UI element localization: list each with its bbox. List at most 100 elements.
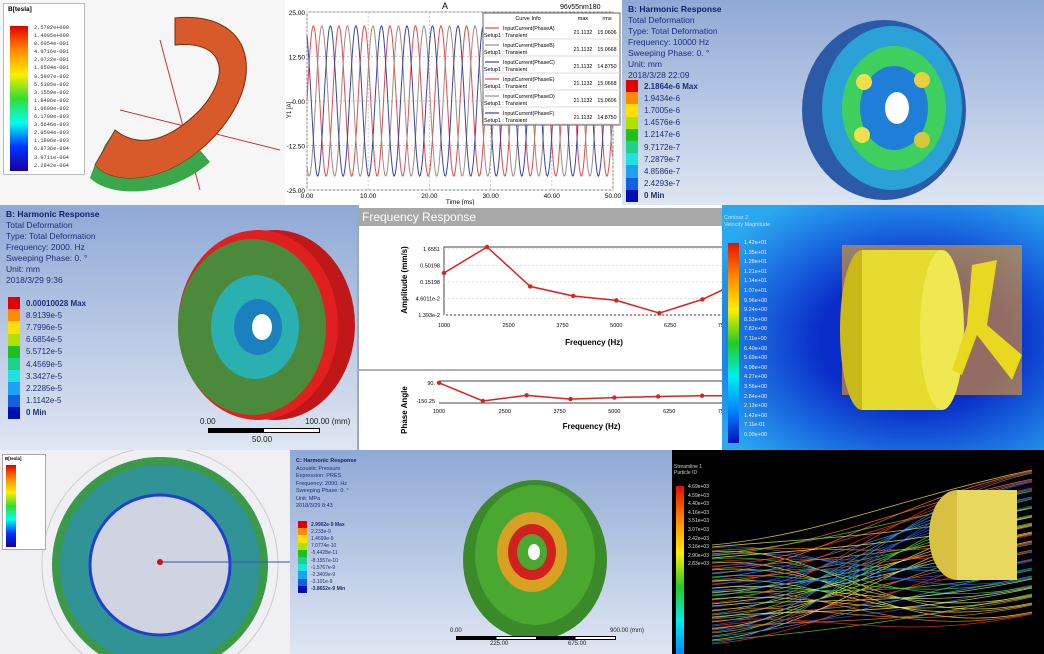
legend-series-name: InputCurrent(PhaseB)	[503, 43, 555, 49]
result-info-line: 2018/3/29 8:43	[296, 503, 333, 509]
legend-row: 2.9962e-9 Max	[298, 521, 345, 529]
result-info: C: Harmonic Response Acoustic Pressure Exp…	[296, 458, 357, 511]
color-bar	[6, 465, 16, 547]
streamline	[711, 613, 1033, 628]
legend-swatch	[8, 370, 20, 383]
phase-line	[438, 382, 722, 402]
legend-swatch	[298, 528, 307, 536]
phase-point	[480, 398, 486, 404]
y-axis-label: Amplitude (mm/s)	[400, 246, 409, 314]
legend-label: 7.2879e-7	[644, 154, 681, 164]
series-line	[306, 24, 613, 178]
amplitude-line	[443, 246, 722, 314]
contour-title: Contour 2 Velocity Magnitude	[724, 215, 771, 228]
legend-row: 1.4576e-6	[626, 116, 698, 129]
result-info-line: Frequency: 2000. Hz	[6, 242, 85, 252]
legend-label: 9.7172e-7	[644, 142, 681, 152]
legend-row: 8.9139e-5	[8, 309, 86, 322]
legend-series-setup: Setup1 : Transient	[484, 84, 528, 90]
amplitude-point	[484, 244, 490, 250]
legend-max: 21.1132	[574, 30, 593, 36]
scale-start: 0.00	[200, 417, 216, 426]
legend-max: 21.1132	[574, 115, 593, 121]
legend-series-setup: Setup1 : Transient	[484, 101, 528, 107]
legend-label: 7.82e+00	[744, 326, 768, 333]
result-info-line: Total Deformation	[6, 220, 73, 230]
panel-velocity-contour: Contour 2 Velocity Magnitude 1.42e+01 1.35…	[722, 205, 1044, 450]
legend-swatch	[8, 357, 20, 371]
legend-label: -5.4428e-11	[311, 550, 338, 557]
legend-series-name: InputCurrent(PhaseD)	[503, 94, 555, 100]
legend-swatch	[298, 549, 307, 557]
current-chart: A 96v55nm18025.0012.500.00-12.50-25.000.0…	[287, 1, 622, 205]
result-info-line: Unit: mm	[628, 59, 662, 69]
scale-end: 900.00 (mm)	[610, 628, 645, 634]
legend-row: -1.5767e-9	[298, 564, 345, 572]
result-title: C: Harmonic Response	[296, 458, 357, 464]
legend-label: 2.84e+00	[744, 393, 768, 400]
y-tick-label: 1.6551	[423, 247, 440, 253]
legend-label: 4.8586e-7	[644, 166, 681, 176]
legend-label: 7.7996e-5	[26, 322, 63, 332]
legend-row: 0.00010028 Max	[8, 297, 86, 310]
legend-label: 4.40e+03	[688, 501, 709, 508]
result-info-line: Unit: MPa	[296, 495, 321, 502]
y-tick-label: 0.00	[292, 99, 305, 106]
legend-label: 4.4569e-5	[26, 359, 63, 369]
legend-rms: 15.0668	[597, 81, 616, 87]
legend-label: 1.28e+01	[744, 259, 768, 266]
deformation-legend: 2.1864e-6 Max 1.9434e-6 1.7005e-6 1.4576e-6…	[626, 80, 698, 202]
legend-row: 0 Min	[8, 406, 86, 419]
legend-label: 1.07e+01	[744, 287, 768, 294]
phase-point	[612, 395, 617, 400]
result-info-line: Sweeping Phase: 0. °	[628, 48, 710, 58]
legend-row: 3.3427e-5	[8, 370, 86, 383]
streamline-render	[711, 469, 1033, 645]
legend-header: Curve Info	[515, 16, 540, 22]
legend-rms: 15.0606	[597, 98, 616, 104]
flux-legend: B[tesla]	[2, 454, 46, 550]
amplitude-plot-area	[443, 246, 722, 316]
legend-label: 2.5782e+000	[34, 25, 69, 31]
y-tick-label: 90.	[427, 381, 435, 387]
x-tick-label: 2500	[499, 409, 511, 415]
y-tick-label: 12.50	[289, 55, 306, 62]
legend-row: 2.2285e-5	[8, 382, 86, 395]
x-tick-label: 1000	[433, 409, 445, 415]
panel-streamlines: Streamline 1 Particle ID 4.69e+03 4.59e+03…	[672, 450, 1044, 654]
legend-label: -8.1557e-10	[311, 557, 338, 564]
legend-swatch	[626, 189, 638, 202]
legend-swatch	[8, 382, 20, 395]
legend-label: 1.4576e-6	[644, 118, 681, 128]
legend-row: 4.4569e-5	[8, 357, 86, 371]
legend-label: 7.0774e-10	[311, 543, 337, 550]
x-tick-label: 2500	[502, 323, 514, 329]
legend-label: 3.3427e-5	[26, 371, 63, 381]
legend-row: -8.1557e-10	[298, 556, 345, 565]
legend-label: 1.0690e-002	[34, 105, 69, 112]
legend-row: 4.8586e-7	[626, 165, 698, 178]
amplitude-point	[614, 298, 619, 303]
amplitude-point	[700, 297, 705, 302]
legend-swatch	[8, 345, 20, 358]
x-tick-label: 10.00	[360, 193, 377, 200]
legend-row: 1.2147e-6	[626, 128, 698, 141]
legend-label: 1.14e+01	[744, 278, 768, 285]
y-tick-label: 25.00	[289, 10, 306, 17]
result-info-line: Type: Total Deformation	[628, 26, 718, 36]
legend-label: 7.11e+00	[744, 335, 767, 342]
color-bar	[728, 243, 739, 443]
result-info: B: Harmonic Response Total Deformation Typ…	[628, 4, 722, 81]
legend-row: 2.233e-9	[298, 528, 345, 536]
legend-swatch	[8, 406, 20, 419]
coil-render	[90, 16, 281, 192]
legend-max: 21.1132	[574, 98, 593, 104]
legend-title: B[tesla]	[5, 456, 22, 461]
legend-label: 8.53e+00	[744, 316, 768, 323]
x-tick-label: 5000	[608, 409, 620, 415]
frequency-response-chart: 1.6551 0.50198 0.15198 4.6011e-2 1.393e-2 100…	[359, 244, 722, 434]
legend-max: 21.1132	[574, 47, 593, 53]
legend-label: 6.1700e-003	[34, 114, 69, 121]
legend-label: 7.11e-01	[744, 422, 766, 429]
legend-label: 0 Min	[644, 191, 665, 201]
